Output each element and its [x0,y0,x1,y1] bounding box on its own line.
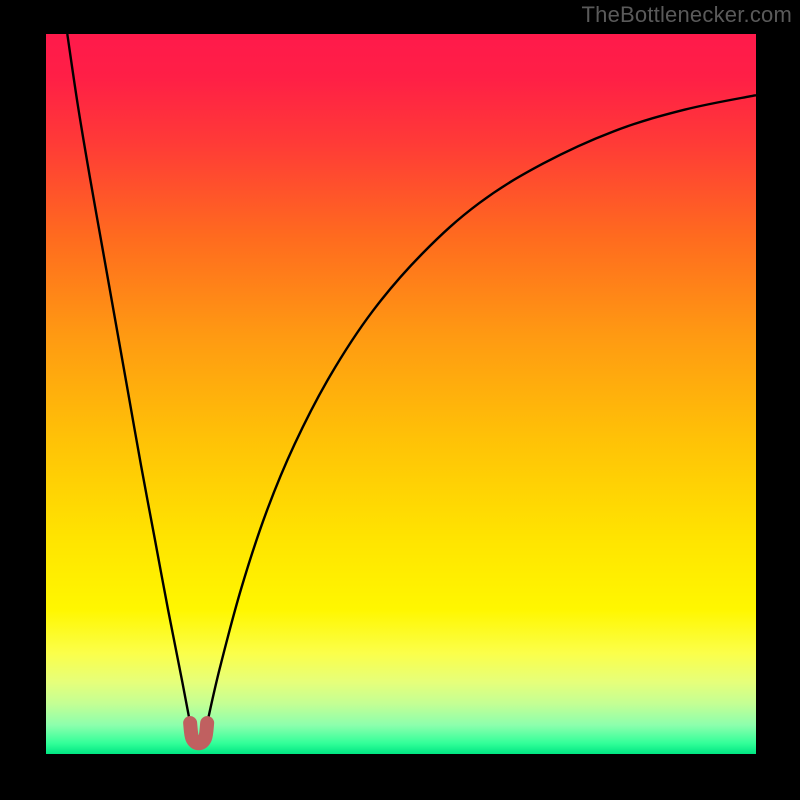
chart-svg [0,0,800,800]
watermark-text: TheBottlenecker.com [582,2,792,28]
gradient-rect [46,34,756,754]
chart-canvas: TheBottlenecker.com [0,0,800,800]
